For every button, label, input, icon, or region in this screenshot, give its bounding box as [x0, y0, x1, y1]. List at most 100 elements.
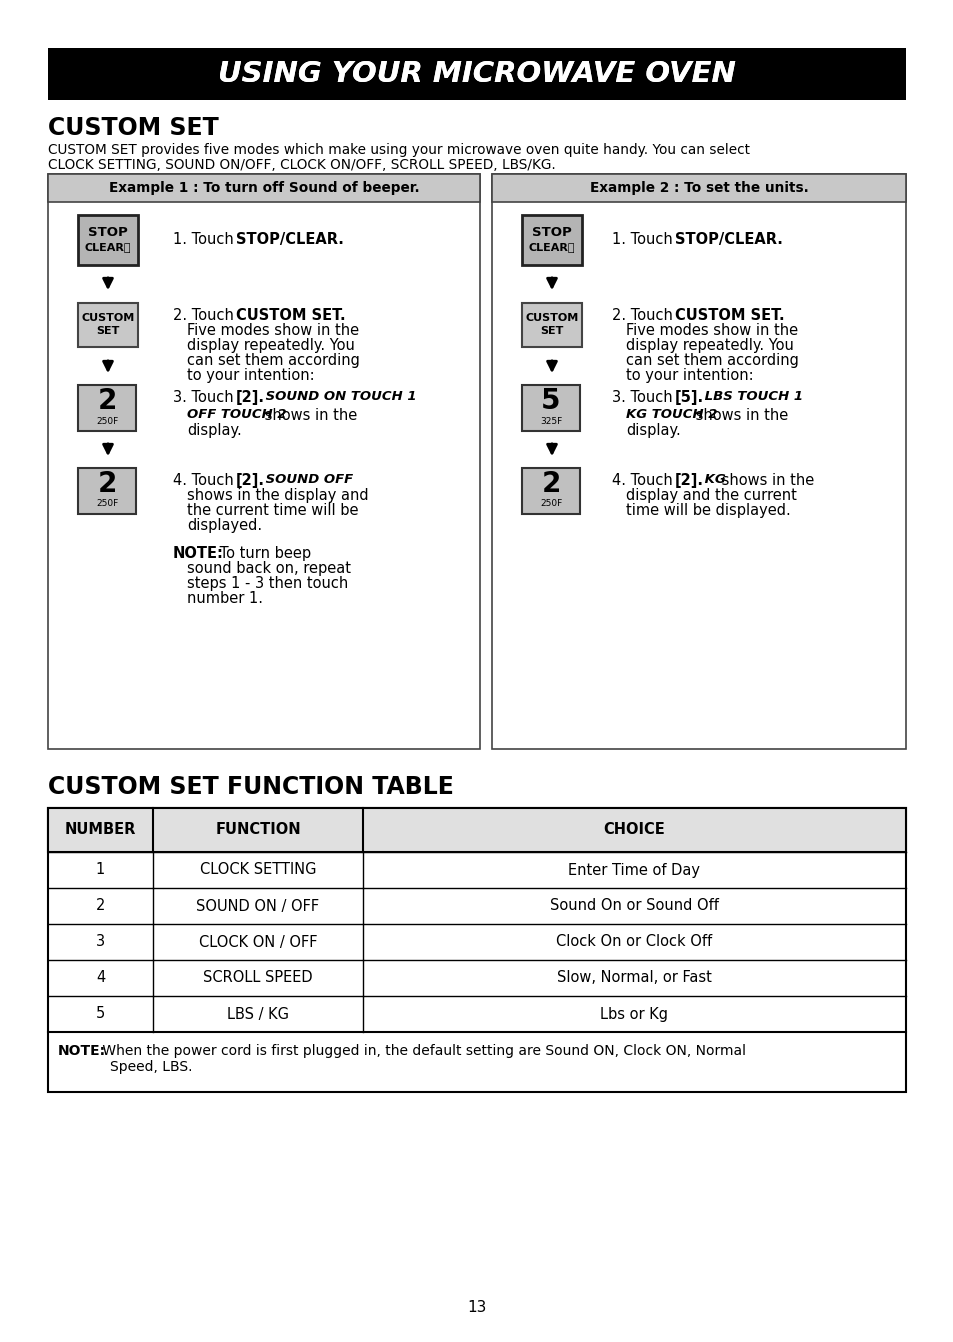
Text: SET: SET	[96, 326, 119, 336]
Text: Example 2 : To set the units.: Example 2 : To set the units.	[589, 181, 807, 195]
Bar	[492, 174, 905, 749]
Text: STOP: STOP	[88, 225, 128, 239]
Text: STOP/CLEAR.: STOP/CLEAR.	[675, 232, 782, 247]
Bar	[521, 303, 581, 348]
Text: CUSTOM: CUSTOM	[81, 313, 134, 323]
Text: SCROLL SPEED: SCROLL SPEED	[203, 970, 313, 985]
Text: sound back on, repeat: sound back on, repeat	[187, 561, 351, 576]
Text: to your intention:: to your intention:	[187, 368, 314, 382]
Text: 1. Touch: 1. Touch	[612, 232, 677, 247]
Bar	[521, 385, 579, 431]
Text: [2].: [2].	[235, 472, 265, 488]
Text: 4. Touch: 4. Touch	[612, 472, 677, 488]
Text: Five modes show in the: Five modes show in the	[625, 323, 798, 338]
Text: Five modes show in the: Five modes show in the	[187, 323, 358, 338]
Text: CLEAR⚿: CLEAR⚿	[85, 242, 132, 252]
Text: 3. Touch: 3. Touch	[172, 391, 238, 405]
Text: 3. Touch: 3. Touch	[612, 391, 677, 405]
Text: Speed, LBS.: Speed, LBS.	[110, 1060, 193, 1074]
Bar	[78, 215, 138, 264]
Text: display repeatedly. You: display repeatedly. You	[187, 338, 355, 353]
Text: CUSTOM SET.: CUSTOM SET.	[235, 309, 345, 323]
Bar	[521, 215, 581, 264]
Text: SOUND ON TOUCH 1: SOUND ON TOUCH 1	[261, 391, 416, 403]
Text: CLEAR⚿: CLEAR⚿	[528, 242, 575, 252]
Text: USING YOUR MICROWAVE OVEN: USING YOUR MICROWAVE OVEN	[218, 60, 735, 89]
Text: Clock On or Clock Off: Clock On or Clock Off	[556, 934, 712, 950]
Text: CUSTOM: CUSTOM	[525, 313, 578, 323]
Text: KG TOUCH 2: KG TOUCH 2	[625, 408, 717, 421]
Text: To turn beep: To turn beep	[214, 546, 311, 561]
Text: CUSTOM SET: CUSTOM SET	[48, 115, 218, 140]
Text: CUSTOM SET FUNCTION TABLE: CUSTOM SET FUNCTION TABLE	[48, 774, 454, 798]
Bar	[48, 808, 905, 852]
Text: FUNCTION: FUNCTION	[215, 823, 300, 837]
Text: Lbs or Kg: Lbs or Kg	[599, 1006, 668, 1021]
Text: shows in the: shows in the	[260, 408, 356, 423]
Text: shows in the: shows in the	[717, 472, 814, 488]
Text: CLOCK SETTING: CLOCK SETTING	[199, 863, 315, 878]
Text: 1. Touch: 1. Touch	[172, 232, 238, 247]
Text: SOUND ON / OFF: SOUND ON / OFF	[196, 899, 319, 914]
Bar	[48, 808, 905, 1092]
Text: 4: 4	[95, 970, 105, 985]
Text: display repeatedly. You: display repeatedly. You	[625, 338, 793, 353]
Text: 250F: 250F	[95, 499, 118, 509]
Text: 5: 5	[95, 1006, 105, 1021]
Text: CLOCK SETTING, SOUND ON/OFF, CLOCK ON/OFF, SCROLL SPEED, LBS/KG.: CLOCK SETTING, SOUND ON/OFF, CLOCK ON/OF…	[48, 158, 556, 172]
Text: Example 1 : To turn off Sound of beeper.: Example 1 : To turn off Sound of beeper.	[109, 181, 419, 195]
Text: time will be displayed.: time will be displayed.	[625, 503, 790, 518]
Bar	[492, 174, 905, 203]
Text: 2: 2	[95, 899, 105, 914]
Text: NUMBER: NUMBER	[65, 823, 136, 837]
Bar	[78, 303, 138, 348]
Text: shows in the display and: shows in the display and	[187, 488, 368, 503]
Text: CUSTOM SET provides five modes which make using your microwave oven quite handy.: CUSTOM SET provides five modes which mak…	[48, 144, 749, 157]
Text: NOTE:: NOTE:	[172, 546, 224, 561]
Text: can set them according: can set them according	[625, 353, 798, 368]
Text: NOTE:: NOTE:	[58, 1044, 106, 1057]
Text: displayed.: displayed.	[187, 518, 262, 533]
Text: Enter Time of Day: Enter Time of Day	[568, 863, 700, 878]
Text: number 1.: number 1.	[187, 590, 263, 607]
Text: 5: 5	[540, 386, 560, 415]
Text: OFF TOUCH 2: OFF TOUCH 2	[187, 408, 286, 421]
Bar	[78, 468, 136, 514]
Text: USING YOUR MICROWAVE OVEN: USING YOUR MICROWAVE OVEN	[218, 60, 735, 89]
Text: to your intention:: to your intention:	[625, 368, 753, 382]
Text: 4. Touch: 4. Touch	[172, 472, 238, 488]
Bar	[48, 174, 479, 203]
Text: When the power cord is first plugged in, the default setting are Sound ON, Clock: When the power cord is first plugged in,…	[98, 1044, 745, 1057]
Bar	[48, 48, 905, 101]
Text: Slow, Normal, or Fast: Slow, Normal, or Fast	[557, 970, 711, 985]
Text: CHOICE: CHOICE	[603, 823, 664, 837]
Text: CUSTOM SET.: CUSTOM SET.	[675, 309, 783, 323]
Text: 1: 1	[95, 863, 105, 878]
Text: display.: display.	[187, 423, 241, 437]
Text: SOUND OFF: SOUND OFF	[261, 472, 353, 486]
Text: the current time will be: the current time will be	[187, 503, 358, 518]
Text: 2: 2	[540, 470, 560, 498]
Text: display.: display.	[625, 423, 680, 437]
Text: STOP/CLEAR.: STOP/CLEAR.	[235, 232, 343, 247]
Text: can set them according: can set them according	[187, 353, 359, 368]
Text: 2: 2	[97, 386, 116, 415]
Text: [2].: [2].	[235, 391, 265, 405]
Text: 325F: 325F	[539, 416, 561, 425]
Text: [2].: [2].	[675, 472, 703, 488]
Text: shows in the: shows in the	[690, 408, 787, 423]
Text: steps 1 - 3 then touch: steps 1 - 3 then touch	[187, 576, 348, 590]
Text: STOP: STOP	[532, 225, 571, 239]
Text: 13: 13	[467, 1300, 486, 1315]
Text: 250F: 250F	[95, 416, 118, 425]
Text: SET: SET	[539, 326, 563, 336]
Text: 2: 2	[97, 470, 116, 498]
Text: CLOCK ON / OFF: CLOCK ON / OFF	[198, 934, 317, 950]
Text: 250F: 250F	[539, 499, 561, 509]
Text: 2. Touch: 2. Touch	[612, 309, 677, 323]
Text: LBS / KG: LBS / KG	[227, 1006, 289, 1021]
Bar	[48, 174, 479, 749]
Text: 3: 3	[96, 934, 105, 950]
Bar	[78, 385, 136, 431]
Text: display and the current: display and the current	[625, 488, 796, 503]
